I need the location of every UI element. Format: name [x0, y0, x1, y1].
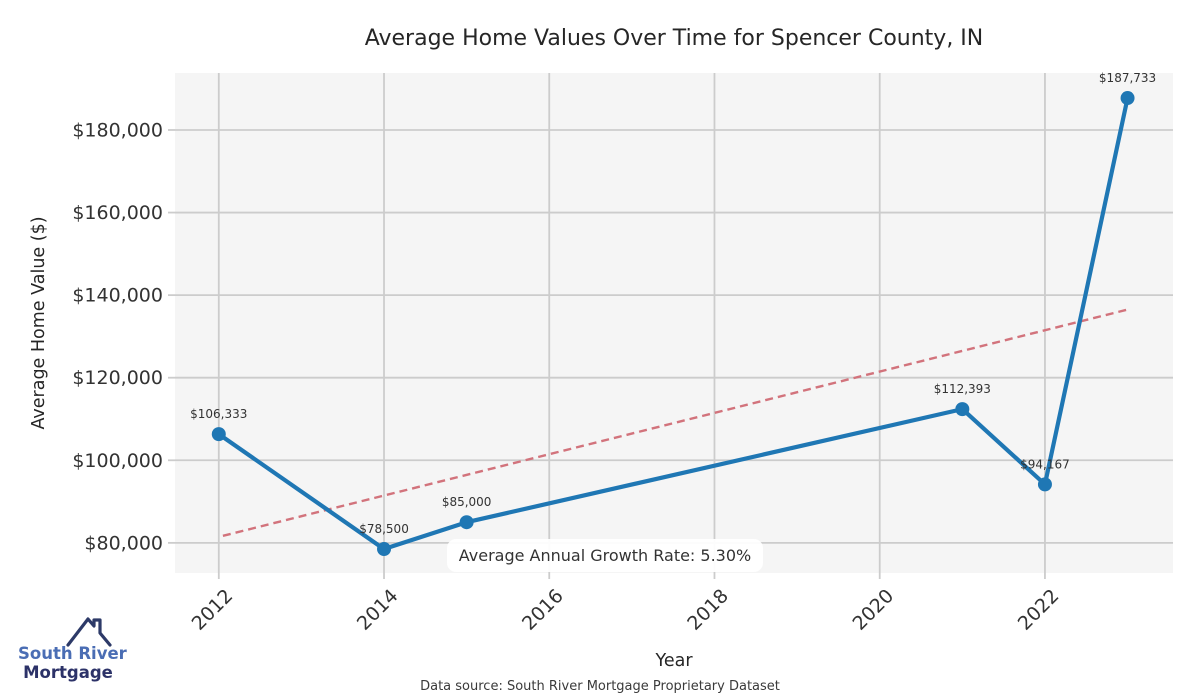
data-source-note: Data source: South River Mortgage Propri… — [420, 679, 780, 694]
house-roof-icon — [66, 617, 112, 647]
chart-title: Average Home Values Over Time for Spence… — [364, 26, 984, 51]
y-tick-label: $100,000 — [72, 450, 163, 472]
y-axis-label: Average Home Value ($) — [29, 216, 49, 430]
x-tick-label: 2022 — [1014, 585, 1064, 635]
y-tick-label: $120,000 — [72, 367, 163, 389]
data-point — [1120, 91, 1135, 106]
logo-text-south-river: South River — [18, 644, 127, 663]
y-tick-label: $80,000 — [84, 532, 163, 554]
x-axis-label: Year — [655, 651, 693, 671]
x-tick-label: 2018 — [683, 585, 733, 635]
data-point — [211, 427, 226, 442]
data-point — [377, 542, 392, 557]
data-point — [1037, 477, 1052, 492]
data-point-label: $187,733 — [1099, 71, 1156, 85]
data-point-label: $112,393 — [934, 382, 991, 396]
y-tick-label: $140,000 — [72, 285, 163, 307]
data-point — [459, 515, 474, 530]
data-point-label: $78,500 — [359, 522, 409, 536]
x-tick-label: 2016 — [518, 585, 568, 635]
y-tick-label: $180,000 — [72, 119, 163, 141]
data-point-label: $106,333 — [190, 407, 247, 421]
logo-text-mortgage: Mortgage — [23, 663, 113, 682]
growth-rate-annotation: Average Annual Growth Rate: 5.30% — [447, 539, 763, 572]
x-tick-label: 2012 — [188, 585, 238, 635]
x-tick-label: 2014 — [353, 585, 403, 635]
x-tick-label: 2020 — [848, 585, 898, 635]
brand-logo: South River Mortgage — [18, 615, 127, 682]
series-line — [216, 95, 1130, 552]
data-point-label: $85,000 — [442, 495, 492, 509]
data-point-label: $94,167 — [1020, 457, 1070, 471]
data-point — [955, 402, 970, 417]
plot-background — [175, 73, 1173, 573]
y-tick-label: $160,000 — [72, 202, 163, 224]
